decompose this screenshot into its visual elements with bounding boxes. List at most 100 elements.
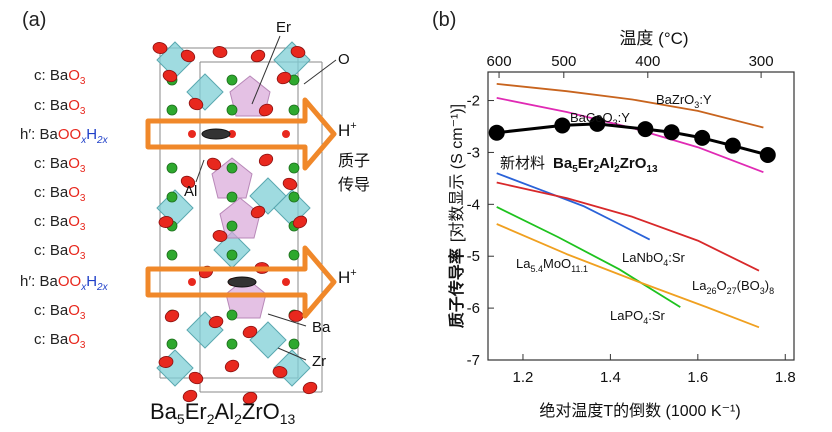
conduction-label-line1: 质子 [338, 152, 370, 170]
series-line-0 [496, 83, 764, 129]
label-lapo4: LaPO4:Sr [610, 308, 666, 326]
y-tick-label: -5 [467, 248, 480, 265]
o-atom [242, 391, 258, 405]
panel-a-label: (a) [22, 9, 46, 31]
cubic-layer-label: c: BaO3 [34, 213, 86, 233]
top-tick-label: 500 [551, 53, 576, 70]
data-point [554, 117, 571, 134]
zr-atom-label: Zr [312, 353, 326, 370]
data-point [488, 124, 505, 141]
o-atom-label: O [338, 51, 350, 68]
data-point [759, 147, 776, 164]
ba-atom [288, 338, 300, 350]
ba-atom [166, 104, 178, 116]
er-atom-label: Er [276, 19, 291, 36]
atom-layer [152, 42, 318, 405]
ba-atom [288, 104, 300, 116]
ba-atom [226, 74, 238, 86]
o-atom [292, 215, 308, 229]
panel-b-label: (b) [432, 9, 456, 31]
ba-atom [226, 249, 238, 261]
ba-atom [166, 162, 178, 174]
o-atom [206, 157, 222, 171]
er-polyhedron [225, 277, 267, 319]
cubic-layer-label: c: BaO3 [34, 155, 86, 175]
top-axis-title: 温度 (°C) [619, 29, 688, 48]
ba-atom-label: Ba [312, 319, 331, 336]
label-la26: La26O27(BO3)8 [692, 278, 774, 296]
top-tick-label: 300 [749, 53, 774, 70]
svg-text:H+: H+ [338, 120, 357, 140]
hydrated-layer-label: h′: BaOOxH2x [20, 273, 109, 293]
x-tick-label: 1.2 [513, 369, 534, 386]
o-atom [188, 371, 204, 385]
o-atom [276, 71, 292, 85]
o-atom [288, 310, 304, 322]
ba-atom [226, 162, 238, 174]
cubic-layer-label: c: BaO3 [34, 242, 86, 262]
o-atom [158, 356, 174, 368]
o-atom [162, 69, 178, 83]
label-baceo3: BaCeO3:Y [570, 110, 630, 128]
top-axis-ticks: 600 500 400 300 [487, 53, 774, 78]
o-atom [158, 216, 174, 228]
y-tick-label: -7 [467, 352, 480, 369]
o-atom [282, 177, 298, 191]
o-atom [208, 315, 224, 329]
svg-text:质子传导率[对数显示 (S cm⁻¹)]: 质子传导率[对数显示 (S cm⁻¹)] [447, 104, 466, 328]
o-atom [290, 45, 306, 59]
ba-atom [166, 249, 178, 261]
arrow-shape-upper [145, 97, 337, 171]
ba-atom [166, 191, 178, 203]
atom-callouts [195, 35, 337, 361]
label-lanbo4: LaNbO4:Sr [622, 250, 686, 268]
hydroxide-o-atom [188, 130, 196, 138]
y-tick-label: -3 [467, 144, 480, 161]
zr-octahedron [273, 41, 311, 79]
x-tick-label: 1.4 [600, 369, 621, 386]
hydroxide-o-atom [282, 130, 290, 138]
zr-octahedron [156, 349, 194, 387]
ba-atom [226, 191, 238, 203]
ba-atom [226, 220, 238, 232]
o-atom [258, 103, 274, 117]
o-atom [272, 366, 288, 378]
hydroxide-o-atom [282, 278, 290, 286]
label-la54: La5.4MoO11.1 [516, 256, 588, 274]
er-polyhedron [229, 75, 271, 117]
x-tick-label: 1.8 [775, 369, 796, 386]
hydrated-layer-label: h′: BaOOxH2x [20, 126, 109, 146]
o-atom [212, 230, 228, 242]
data-point [637, 121, 654, 138]
cubic-layer-label: c: BaO3 [34, 302, 86, 322]
top-tick-label: 400 [635, 53, 660, 70]
proton-label-upper: H+ [338, 120, 357, 140]
data-point [589, 115, 606, 132]
structure-formula: Ba5Er2Al2ZrO13 [150, 399, 296, 427]
o-atom [212, 46, 228, 58]
o-atom [180, 49, 196, 63]
series-markers [488, 115, 776, 164]
top-tick-label: 600 [487, 53, 512, 70]
proton-conduction-arrow-lower [145, 245, 337, 319]
cubic-layer-label: c: BaO3 [34, 184, 86, 204]
o-atom [182, 389, 198, 403]
al-atom [201, 128, 231, 140]
label-new-material: 新材料 Ba5Er2Al2ZrO13 [500, 155, 658, 175]
layer-label-list: c: BaO3 c: BaO3 h′: BaOOxH2x c: BaO3 c: BaO3… [20, 67, 109, 351]
o-atom [258, 153, 274, 167]
al-atom [227, 276, 257, 288]
ba-atom [226, 309, 238, 321]
data-point [663, 124, 680, 141]
hydroxide-o-atom [228, 130, 236, 138]
o-atom [250, 49, 266, 63]
o-atom [152, 42, 168, 54]
series-line-3 [496, 172, 651, 241]
y-tick-label: -6 [467, 300, 480, 317]
polyhedra-layer [156, 41, 311, 387]
series-line-4 [496, 181, 760, 272]
al-atom-label: Al [184, 183, 197, 200]
hydroxide-o-atom [188, 278, 196, 286]
x-tick-label: 1.6 [687, 369, 708, 386]
